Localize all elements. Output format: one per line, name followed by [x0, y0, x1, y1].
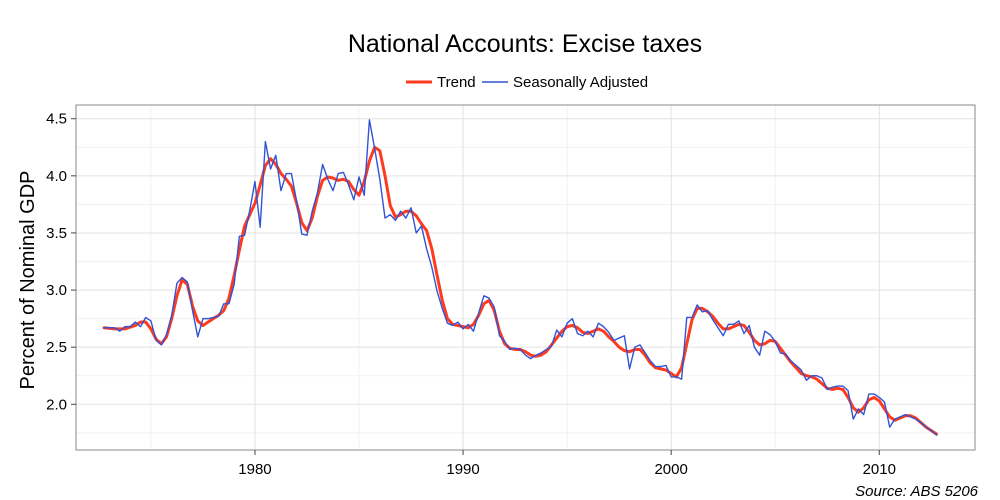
chart-title: National Accounts: Excise taxes — [348, 30, 702, 58]
trend-line — [102, 145, 938, 436]
plot-frame — [75, 104, 976, 451]
y-tick-label: 3.0 — [46, 282, 67, 299]
x-tick-label: 2000 — [654, 461, 687, 478]
x-tick-label: 1980 — [238, 461, 271, 478]
y-tick-label: 3.5 — [46, 225, 67, 242]
legend-label-seasonally-adjusted: Seasonally Adjusted — [513, 74, 648, 91]
y-tick-label: 2.5 — [46, 339, 67, 356]
grid — [76, 105, 975, 450]
y-tick-label: 4.0 — [46, 168, 67, 185]
source-note: Source: ABS 5206 — [855, 483, 979, 500]
legend-label-trend: Trend — [437, 74, 476, 91]
seasonally-adjusted-line — [103, 119, 938, 436]
y-axis-label: Percent of Nominal GDP — [17, 171, 39, 390]
x-tick-label: 1990 — [446, 461, 479, 478]
x-tick-label: 2010 — [863, 461, 896, 478]
series-lines — [102, 119, 938, 436]
legend: Trend Seasonally Adjusted — [406, 74, 648, 91]
y-tick-label: 2.0 — [46, 396, 67, 413]
axis-ticks: 2.0 2.5 3.0 3.5 4.0 4.5 1980 1990 2000 2010 — [46, 111, 896, 478]
y-tick-label: 4.5 — [46, 111, 67, 128]
